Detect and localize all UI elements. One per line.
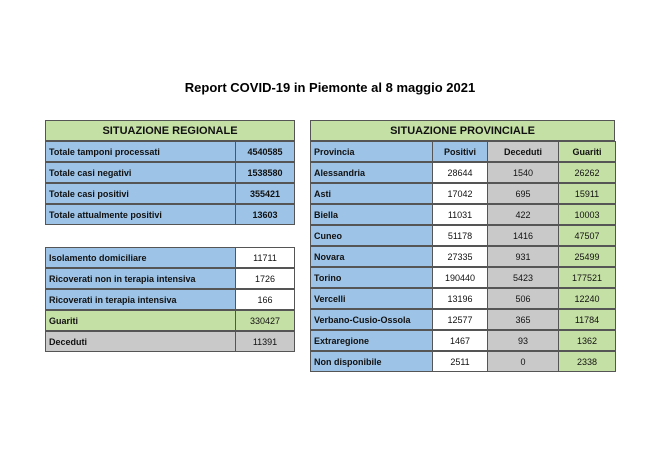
cell-value: 12240: [558, 288, 616, 309]
report-title: Report COVID-19 in Piemonte al 8 maggio …: [184, 80, 476, 95]
row-label: Isolamento domiciliare: [45, 247, 236, 268]
cell-value: 11031: [432, 204, 488, 225]
row-value: 11711: [235, 247, 295, 268]
row-value: 1726: [235, 268, 295, 289]
province-name: Vercelli: [310, 288, 433, 309]
province-name: Asti: [310, 183, 433, 204]
cell-value: 5423: [487, 267, 559, 288]
cell-value: 11784: [558, 309, 616, 330]
cell-value: 2511: [432, 351, 488, 372]
row-value: 1538580: [235, 162, 295, 183]
column-header: Guariti: [558, 141, 616, 162]
cell-value: 931: [487, 246, 559, 267]
cell-value: 1467: [432, 330, 488, 351]
cell-value: 1416: [487, 225, 559, 246]
row-value: 13603: [235, 204, 295, 225]
cell-value: 1540: [487, 162, 559, 183]
cell-value: 12577: [432, 309, 488, 330]
row-label: Ricoverati non in terapia intensiva: [45, 268, 236, 289]
row-label: Totale casi negativi: [45, 162, 236, 183]
cell-value: 422: [487, 204, 559, 225]
cell-value: 695: [487, 183, 559, 204]
cell-value: 177521: [558, 267, 616, 288]
cell-value: 1362: [558, 330, 616, 351]
row-value: 166: [235, 289, 295, 310]
row-value: 355421: [235, 183, 295, 204]
cell-value: 93: [487, 330, 559, 351]
cell-value: 10003: [558, 204, 616, 225]
cell-value: 51178: [432, 225, 488, 246]
cell-value: 17042: [432, 183, 488, 204]
cell-value: 27335: [432, 246, 488, 267]
row-label: Totale tamponi processati: [45, 141, 236, 162]
row-label: Guariti: [45, 310, 236, 331]
row-label: Ricoverati in terapia intensiva: [45, 289, 236, 310]
cell-value: 47507: [558, 225, 616, 246]
province-name: Cuneo: [310, 225, 433, 246]
province-name: Non disponibile: [310, 351, 433, 372]
cell-value: 0: [487, 351, 559, 372]
row-value: 330427: [235, 310, 295, 331]
row-value: 11391: [235, 331, 295, 352]
row-label: Deceduti: [45, 331, 236, 352]
cell-value: 28644: [432, 162, 488, 183]
province-name: Torino: [310, 267, 433, 288]
cell-value: 15911: [558, 183, 616, 204]
cell-value: 2338: [558, 351, 616, 372]
provincial-title: SITUAZIONE PROVINCIALE: [310, 120, 615, 141]
cell-value: 506: [487, 288, 559, 309]
province-name: Alessandria: [310, 162, 433, 183]
row-value: 4540585: [235, 141, 295, 162]
cell-value: 26262: [558, 162, 616, 183]
cell-value: 365: [487, 309, 559, 330]
row-label: Totale casi positivi: [45, 183, 236, 204]
cell-value: 25499: [558, 246, 616, 267]
column-header: Deceduti: [487, 141, 559, 162]
regional-title: SITUAZIONE REGIONALE: [45, 120, 295, 141]
province-name: Verbano-Cusio-Ossola: [310, 309, 433, 330]
province-name: Biella: [310, 204, 433, 225]
column-header: Positivi: [432, 141, 488, 162]
cell-value: 190440: [432, 267, 488, 288]
column-header: Provincia: [310, 141, 433, 162]
province-name: Extraregione: [310, 330, 433, 351]
province-name: Novara: [310, 246, 433, 267]
row-label: Totale attualmente positivi: [45, 204, 236, 225]
cell-value: 13196: [432, 288, 488, 309]
